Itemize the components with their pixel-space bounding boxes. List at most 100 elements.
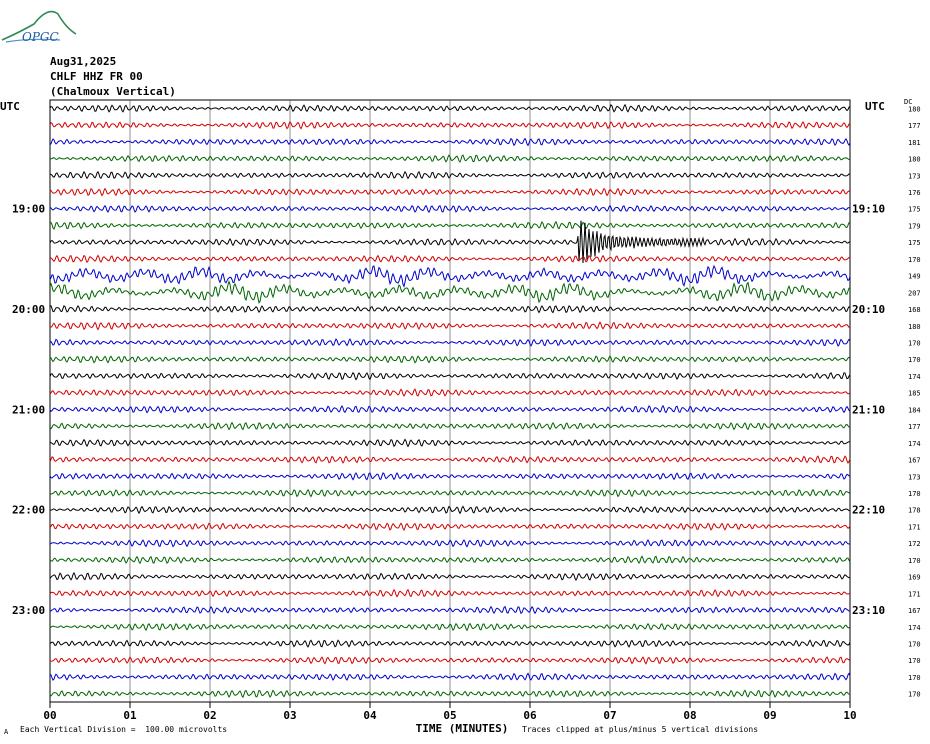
right-timezone-label: UTC [865,100,885,113]
seismic-trace [49,488,851,498]
seismic-trace [49,438,851,448]
seismic-trace [49,279,851,304]
dc-offset-label: 170 [908,641,921,649]
dc-offset-label: 176 [908,189,921,197]
dc-offset-label: 172 [908,540,921,548]
dc-offset-label: 180 [908,105,921,113]
dc-offset-label: 170 [908,557,921,565]
left-hour-label: 22:00 [12,504,45,517]
dc-offset-label: 170 [908,674,921,682]
seismic-trace [49,555,851,565]
dc-offset-label: 171 [908,590,921,598]
seismic-trace [49,622,851,632]
logo-text: OPGC [22,30,59,44]
seismic-trace [49,187,851,197]
dc-offset-label: 180 [908,323,921,331]
dc-offset-label: 170 [908,356,921,364]
x-tick-label: 06 [523,709,537,722]
dc-offset-label: 177 [908,122,921,130]
right-hour-label: 22:10 [852,504,885,517]
seismic-trace [49,371,851,381]
dc-offset-label: 173 [908,172,921,180]
dc-offset-label: 170 [908,490,921,498]
x-tick-label: 04 [363,709,377,722]
seismic-trace [49,522,851,532]
x-tick-label: 07 [603,709,616,722]
scale-note: Each Vertical Division = 100.00 microvol… [20,725,228,734]
seismic-trace [49,321,851,331]
seismic-trace [49,137,851,147]
dc-offset-label: 174 [908,373,921,381]
seismic-trace [49,505,851,515]
dc-offset-label: 170 [908,691,921,699]
dc-offset-label: 175 [908,206,921,214]
x-tick-label: 00 [43,709,56,722]
dc-offset-label: 173 [908,473,921,481]
seismic-trace [49,103,851,113]
seismic-trace [49,689,851,699]
seismic-trace [49,388,851,397]
x-tick-label: 10 [843,709,856,722]
seismic-trace [49,304,851,314]
x-tick-label: 09 [763,709,776,722]
corner-mark: A [4,728,9,736]
dc-offset-label: 179 [908,222,921,230]
x-tick-label: 01 [123,709,137,722]
seismic-trace [49,539,851,548]
right-hour-label: 21:10 [852,403,885,416]
left-hour-label: 23:00 [12,604,45,617]
dc-offset-label: 149 [908,273,921,281]
dc-offset-label: 170 [908,657,921,665]
x-tick-label: 08 [683,709,696,722]
dc-offset-label: 184 [908,406,921,414]
dc-offset-label: 207 [908,289,921,297]
dc-offset-label: 171 [908,523,921,531]
seismic-trace [49,571,851,582]
seismic-trace [49,656,851,665]
seismic-trace [49,120,851,130]
seismic-trace [49,472,851,481]
left-timezone-label: UTC [0,100,20,113]
dc-offset-label: 170 [908,340,921,348]
right-hour-label: 23:10 [852,604,885,617]
seismic-trace [49,220,851,230]
dc-offset-label: 185 [908,390,921,398]
dc-offset-label: 174 [908,624,921,632]
left-hour-label: 19:00 [12,203,45,216]
seismic-trace [49,355,851,364]
left-hour-label: 21:00 [12,403,45,416]
seismic-trace [49,404,851,414]
x-axis-label: TIME (MINUTES) [416,722,509,735]
opgc-logo: OPGC [1,10,77,44]
station-label: CHLF HHZ FR 00 [50,70,143,83]
right-hour-label: 19:10 [852,203,885,216]
dc-offset-label: 178 [908,507,921,515]
x-tick-label: 02 [203,709,216,722]
seismic-trace [49,264,851,288]
dc-offset-label: 170 [908,256,921,264]
seismic-trace [49,639,851,648]
location-label: (Chalmoux Vertical) [50,85,176,98]
x-tick-label: 05 [443,709,456,722]
seismic-trace [50,170,850,180]
dc-offset-label: 168 [908,306,921,314]
seismic-trace [49,605,851,615]
clip-note: Traces clipped at plus/minus 5 vertical … [522,725,759,734]
seismic-trace [49,338,851,347]
seismic-trace [49,220,851,264]
dc-offset-label: 169 [908,574,921,582]
dc-offset-label: 167 [908,457,921,465]
seismic-trace [49,421,851,431]
seismic-trace [49,455,851,465]
x-tick-label: 03 [283,709,296,722]
dc-offset-label: 174 [908,440,921,448]
left-hour-label: 20:00 [12,303,45,316]
seismic-trace [49,588,851,598]
date-label: Aug31,2025 [50,55,117,68]
right-hour-label: 20:10 [852,303,885,316]
seismic-trace [49,154,851,163]
dc-offset-label: 175 [908,239,921,247]
seismic-trace [49,204,851,214]
dc-offset-label: 177 [908,423,921,431]
